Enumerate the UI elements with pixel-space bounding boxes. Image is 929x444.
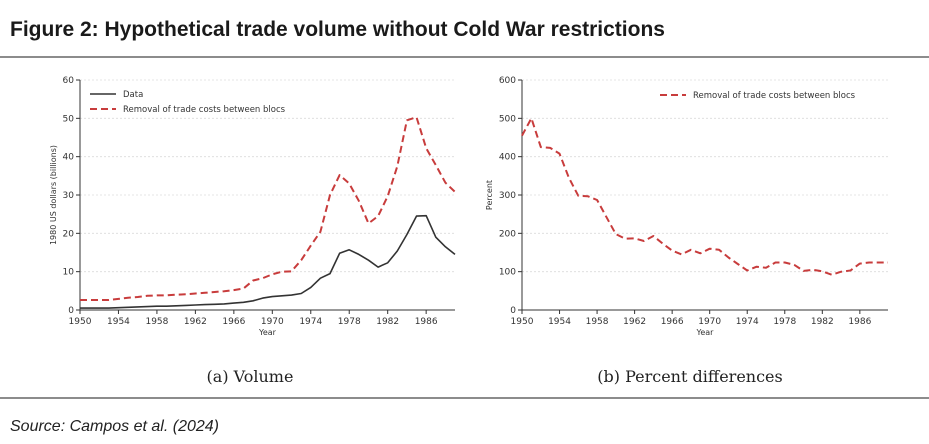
x-tick-label: 1958 [145, 317, 168, 327]
y-tick-label: 0 [510, 306, 516, 316]
y-axis-label: Percent [485, 180, 494, 210]
x-tick-label: 1970 [698, 317, 721, 327]
x-tick-label: 1986 [415, 317, 438, 327]
legend: Data Removal of trade costs between blocs [90, 90, 286, 115]
x-tick-label: 1982 [376, 317, 399, 327]
source-note: Source: Campos et al. (2024) [10, 418, 219, 435]
x-axis-label: Year [258, 328, 277, 337]
bottom-divider [0, 397, 929, 399]
legend-label: Removal of trade costs between blocs [693, 91, 856, 101]
x-tick-label: 1954 [107, 317, 130, 327]
y-tick-label: 20 [63, 229, 75, 239]
top-divider [0, 56, 929, 58]
x-tick-label: 1966 [661, 317, 684, 327]
y-tick-label: 60 [63, 76, 75, 86]
y-tick-label: 30 [63, 191, 75, 201]
y-tick-label: 40 [63, 153, 75, 163]
y-tick-label: 50 [63, 114, 75, 124]
y-tick-label: 300 [499, 191, 516, 201]
x-tick-label: 1970 [261, 317, 284, 327]
x-tick-label: 1978 [773, 317, 796, 327]
figure-charts: 0 10 20 30 40 50 60 1950 1954 1958 1962 1966 1970 197… [49, 76, 888, 386]
panel-caption: (b) Percent differences [597, 367, 782, 386]
x-tick-label: 1950 [511, 317, 534, 327]
y-tick-label: 100 [499, 268, 516, 278]
series-line-0 [80, 214, 456, 309]
panel-volume: 0 10 20 30 40 50 60 1950 1954 1958 1962 1966 1970 197… [49, 76, 456, 386]
figure-title: Figure 2: Hypothetical trade volume with… [10, 18, 665, 41]
series-line-1 [80, 116, 456, 301]
panel-percent-differences: 0 100 200 300 400 500 600 1950 1954 1958 1962 1966 1… [485, 76, 888, 386]
x-tick-label: 1962 [623, 317, 646, 327]
x-tick-label: 1954 [548, 317, 571, 327]
series-line-0 [521, 117, 888, 276]
x-tick-label: 1978 [338, 317, 361, 327]
x-tick-label: 1950 [69, 317, 92, 327]
panel-caption: (a) Volume [207, 367, 294, 386]
x-tick-label: 1982 [811, 317, 834, 327]
y-tick-label: 500 [499, 114, 516, 124]
y-tick-label: 400 [499, 153, 516, 163]
y-tick-label: 10 [63, 268, 75, 278]
y-tick-label: 200 [499, 229, 516, 239]
x-tick-label: 1986 [848, 317, 871, 327]
x-tick-label: 1958 [586, 317, 609, 327]
x-tick-label: 1974 [736, 317, 759, 327]
x-tick-label: 1962 [184, 317, 207, 327]
y-axis-label: 1980 US dollars (billions) [49, 145, 58, 245]
legend: Removal of trade costs between blocs [660, 91, 856, 101]
legend-label: Data [123, 90, 143, 100]
x-tick-label: 1974 [299, 317, 322, 327]
legend-label: Removal of trade costs between blocs [123, 105, 286, 115]
y-tick-label: 0 [68, 306, 74, 316]
x-axis-label: Year [696, 328, 715, 337]
x-tick-label: 1966 [222, 317, 245, 327]
y-tick-label: 600 [499, 76, 516, 86]
